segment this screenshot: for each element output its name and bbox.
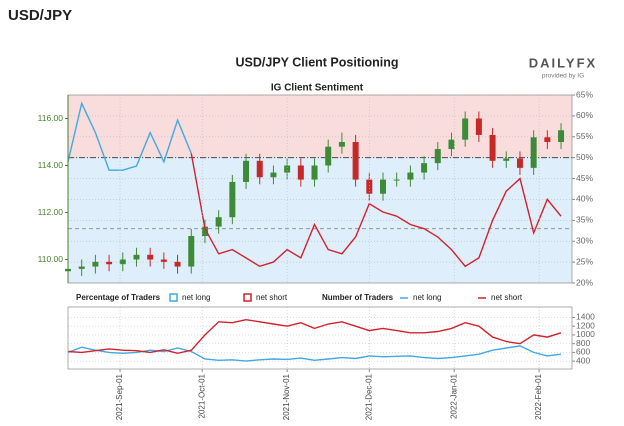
legend-swatch	[243, 293, 252, 302]
series-line	[67, 101, 192, 171]
candle-body	[530, 137, 537, 168]
candle-body	[380, 179, 386, 194]
candle-body	[201, 226, 208, 236]
candle-body	[352, 142, 359, 180]
sentiment-panel: 20% 25% 30% 35% 40% 45% 50% 55% 60% 65% 110.00 112.…	[38, 89, 594, 302]
chart-subtitle: IG Client Sentiment	[271, 83, 364, 94]
series-line	[67, 318, 562, 355]
y-tick-label: 800	[576, 338, 590, 348]
legend-label: net long	[182, 293, 210, 302]
candle-body	[462, 118, 469, 140]
candle-body	[188, 236, 195, 267]
candle-body	[366, 179, 373, 194]
y2-tick-label: 35%	[576, 215, 593, 225]
candle-body	[434, 149, 441, 164]
y2-tick-label: 55%	[576, 131, 593, 141]
y-tick-label: 110.00	[38, 254, 64, 264]
y-tick-label: 1000	[576, 329, 595, 339]
brand-tagline: provided by IG	[542, 73, 584, 80]
legend-label: net long	[413, 293, 441, 302]
candle-body	[421, 163, 428, 173]
candle-body	[106, 261, 113, 265]
chart-title: USD/JPY Client Positioning	[236, 55, 399, 69]
brand-name: DAILYFX	[529, 55, 597, 70]
legend-title: Percentage of Traders	[76, 293, 161, 302]
candle-body	[160, 259, 167, 262]
candle-body	[256, 160, 263, 178]
candle-body	[270, 172, 277, 178]
candle-body	[311, 165, 318, 180]
legend-swatch	[169, 293, 178, 302]
legend-label: net short	[491, 293, 523, 302]
series-line	[190, 153, 562, 268]
series-line	[67, 345, 562, 362]
x-tick-label: 2021-Dec-01	[364, 373, 373, 420]
candle-body	[78, 266, 85, 269]
y-tick-label: 1200	[576, 320, 595, 330]
plot-frame	[67, 306, 573, 370]
y-tick-label: 114.00	[38, 160, 64, 170]
candle-body	[338, 142, 345, 147]
header: USD/JPY	[8, 7, 72, 24]
y2-tick-label: 45%	[576, 173, 593, 183]
y-tick-label: 400	[576, 355, 590, 365]
candle-body	[297, 165, 304, 180]
y2-tick-label: 65%	[576, 89, 593, 99]
x-tick-label: 2021-Sep-01	[115, 373, 124, 420]
candle-body	[119, 259, 126, 265]
candle-body	[325, 146, 332, 166]
y-tick-label: 116.00	[38, 113, 64, 123]
short-zone	[68, 95, 572, 158]
candle-body	[448, 139, 455, 150]
legend-label: net short	[256, 293, 288, 302]
y-tick-label: 1400	[576, 312, 595, 322]
y2-tick-label: 30%	[576, 235, 593, 245]
candle-body	[243, 160, 250, 182]
candle-body	[558, 130, 565, 142]
y-tick-label: 112.00	[38, 207, 64, 217]
candle-body	[284, 165, 291, 173]
candle-body	[133, 254, 140, 260]
x-tick-label: 2021-Oct-01	[197, 373, 206, 418]
candle-body	[393, 179, 400, 181]
candle-body	[516, 158, 523, 168]
x-tick-label: 2021-Nov-01	[282, 373, 291, 420]
y2-tick-label: 50%	[576, 152, 593, 162]
x-tick-label: 2022-Jan-01	[449, 373, 458, 418]
candle-body	[147, 254, 154, 260]
x-tick-label: 2022-Feb-01	[534, 373, 543, 419]
candle-body	[489, 134, 496, 161]
candle-body	[92, 261, 99, 267]
candle-body	[215, 217, 222, 227]
candle-body	[407, 172, 414, 180]
candle-body	[503, 158, 510, 161]
legend-title: Number of Traders	[322, 293, 394, 302]
y2-tick-label: 40%	[576, 194, 593, 204]
y2-tick-label: 20%	[576, 277, 593, 287]
y2-tick-label: 60%	[576, 110, 593, 120]
y2-tick-label: 25%	[576, 256, 593, 266]
candle-body	[544, 137, 551, 142]
candle-body	[229, 181, 236, 218]
candle-body	[174, 261, 181, 267]
y-tick-label: 600	[576, 347, 590, 357]
candle-body	[475, 118, 482, 135]
